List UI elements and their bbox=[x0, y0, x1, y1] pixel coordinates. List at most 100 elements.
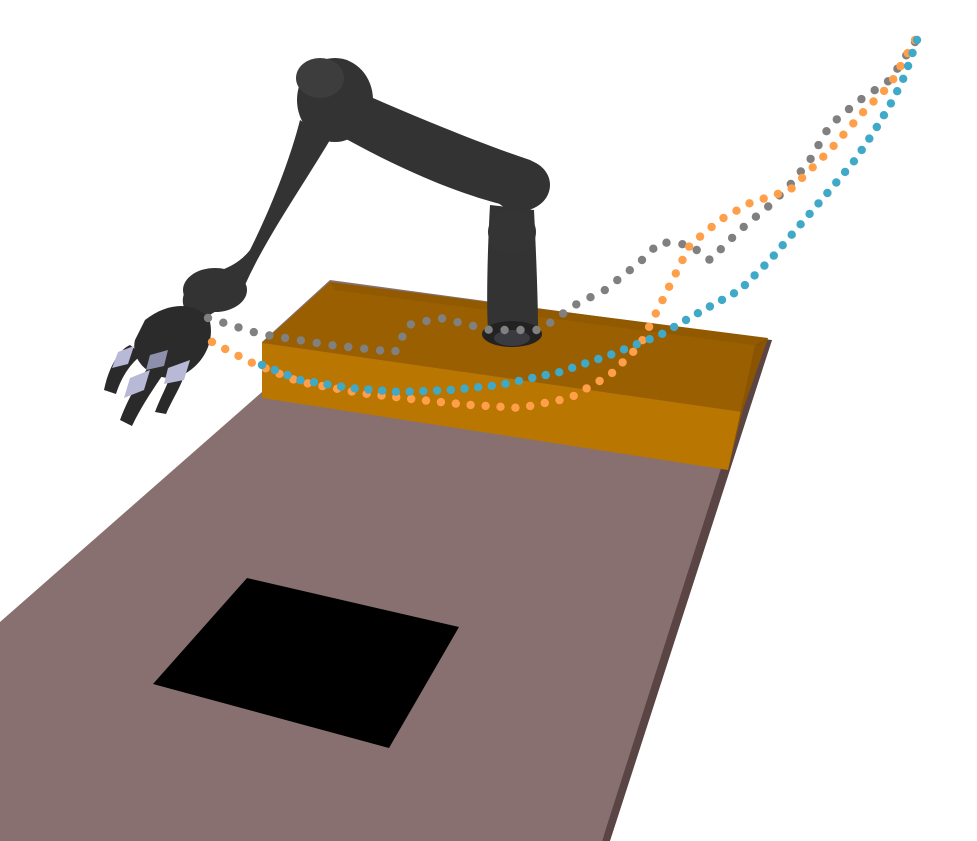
trajectory-gray-point bbox=[546, 318, 555, 327]
trajectory-gray-point bbox=[625, 266, 634, 275]
arm-base-foot-ring bbox=[494, 330, 530, 346]
trajectory-cyan-point bbox=[283, 370, 292, 380]
trajectory-gray-point bbox=[468, 321, 478, 331]
trajectory-cyan-point bbox=[840, 167, 850, 177]
trajectory-orange-point bbox=[607, 368, 617, 378]
trajectory-cyan-point bbox=[778, 241, 787, 250]
trajectory-cyan-point bbox=[908, 48, 917, 58]
trajectory-orange-point bbox=[879, 86, 889, 96]
trajectory-orange-point bbox=[436, 397, 446, 407]
trajectory-gray-point bbox=[727, 233, 737, 243]
trajectory-orange-point bbox=[481, 401, 490, 411]
trajectory-gray-point bbox=[280, 333, 290, 343]
trajectory-cyan-point bbox=[514, 376, 524, 386]
trajectory-cyan-point bbox=[787, 230, 796, 239]
trajectory-gray-point bbox=[219, 318, 228, 327]
trajectory-cyan-point bbox=[446, 385, 455, 395]
trajectory-gray-point bbox=[422, 316, 431, 326]
trajectory-orange-point bbox=[773, 189, 783, 199]
trajectory-gray-point bbox=[453, 318, 462, 327]
trajectory-orange-point bbox=[234, 351, 243, 361]
trajectory-cyan-point bbox=[501, 379, 510, 388]
trajectory-cyan-point bbox=[257, 360, 267, 370]
trajectory-cyan-point bbox=[899, 74, 908, 84]
trajectory-orange-point bbox=[451, 399, 460, 408]
trajectory-orange-point bbox=[511, 403, 520, 412]
trajectory-gray-point bbox=[796, 167, 805, 176]
trajectory-gray-point bbox=[296, 336, 306, 345]
arm-elbow-joint bbox=[490, 159, 550, 211]
trajectory-cyan-point bbox=[474, 383, 483, 392]
robot-arm bbox=[104, 58, 550, 426]
trajectory-gray-point bbox=[822, 127, 831, 136]
trajectory-orange-point bbox=[759, 194, 768, 203]
trajectory-gray-point bbox=[692, 245, 701, 255]
trajectory-cyan-point bbox=[619, 345, 629, 354]
trajectory-gray-point bbox=[662, 238, 671, 247]
trajectory-cyan-point bbox=[857, 145, 866, 155]
trajectory-orange-point bbox=[819, 152, 828, 161]
trajectory-gray-point bbox=[391, 346, 400, 356]
trajectory-cyan-point bbox=[460, 384, 469, 393]
arm-upper-link bbox=[320, 75, 547, 210]
trajectory-orange-point bbox=[745, 199, 754, 208]
arm-wrist-joint bbox=[488, 210, 536, 254]
trajectory-gray-point bbox=[516, 325, 525, 335]
trajectory-orange-point bbox=[787, 184, 796, 193]
trajectory-cyan-point bbox=[607, 350, 616, 359]
trajectory-gray-point bbox=[814, 140, 823, 150]
trajectory-orange-point bbox=[695, 232, 705, 241]
fingertip-3 bbox=[164, 360, 190, 384]
trajectory-cyan-point bbox=[750, 271, 759, 280]
trajectory-orange-point bbox=[732, 206, 741, 215]
trajectory-cyan-point bbox=[594, 354, 603, 364]
trajectory-gray-point bbox=[406, 320, 416, 329]
trajectory-gray-point bbox=[500, 325, 509, 335]
trajectory-gray-point bbox=[844, 104, 854, 114]
trajectory-cyan-point bbox=[729, 289, 739, 298]
trajectory-gray-point bbox=[437, 314, 447, 323]
trajectory-gray-point bbox=[265, 331, 274, 340]
trajectory-cyan-point bbox=[693, 309, 703, 318]
trajectory-orange-point bbox=[582, 384, 591, 393]
trajectory-cyan-point bbox=[912, 35, 922, 45]
trajectory-cyan-point bbox=[805, 209, 814, 219]
trajectory-cyan-point bbox=[528, 373, 537, 383]
trajectory-orange-point bbox=[658, 295, 667, 305]
trajectory-gray-point bbox=[600, 285, 609, 295]
target-patch bbox=[153, 578, 459, 748]
trajectory-orange-point bbox=[221, 344, 230, 354]
trajectory-cyan-point bbox=[350, 384, 359, 393]
trajectory-cyan-point bbox=[555, 368, 564, 377]
trajectory-cyan-point bbox=[487, 381, 496, 390]
trajectory-orange-point bbox=[289, 375, 298, 384]
trajectory-cyan-point bbox=[581, 359, 590, 368]
trajectory-cyan-point bbox=[541, 370, 550, 380]
trajectory-cyan-point bbox=[296, 375, 305, 385]
trajectory-orange-point bbox=[247, 358, 256, 367]
trajectory-cyan-point bbox=[865, 134, 874, 143]
trajectory-orange-point bbox=[671, 269, 680, 278]
trajectory-gray-point bbox=[375, 346, 385, 355]
trajectory-gray-point bbox=[312, 338, 321, 348]
trajectory-cyan-point bbox=[669, 322, 679, 332]
trajectory-orange-point bbox=[797, 173, 807, 183]
trajectory-cyan-point bbox=[378, 386, 387, 395]
trajectory-gray-point bbox=[832, 115, 841, 124]
trajectory-cyan-point bbox=[270, 365, 279, 375]
trajectory-orange-point bbox=[618, 358, 627, 367]
trajectory-cyan-point bbox=[336, 382, 346, 391]
trajectory-cyan-point bbox=[568, 363, 577, 372]
fingertip-4 bbox=[146, 350, 168, 370]
trajectory-gray-point bbox=[716, 245, 725, 254]
arm-forearm bbox=[182, 120, 330, 319]
trajectory-cyan-point bbox=[879, 111, 889, 120]
trajectory-gray-point bbox=[649, 244, 658, 253]
finger-1 bbox=[104, 345, 142, 394]
trajectory-cyan-point bbox=[705, 302, 715, 311]
trajectory-orange-point bbox=[839, 130, 848, 139]
trajectory-orange-point bbox=[664, 282, 674, 291]
trajectory-cyan-point bbox=[760, 261, 769, 270]
trajectory-orange-point bbox=[207, 337, 217, 347]
trajectory-cyan-point bbox=[323, 380, 332, 389]
